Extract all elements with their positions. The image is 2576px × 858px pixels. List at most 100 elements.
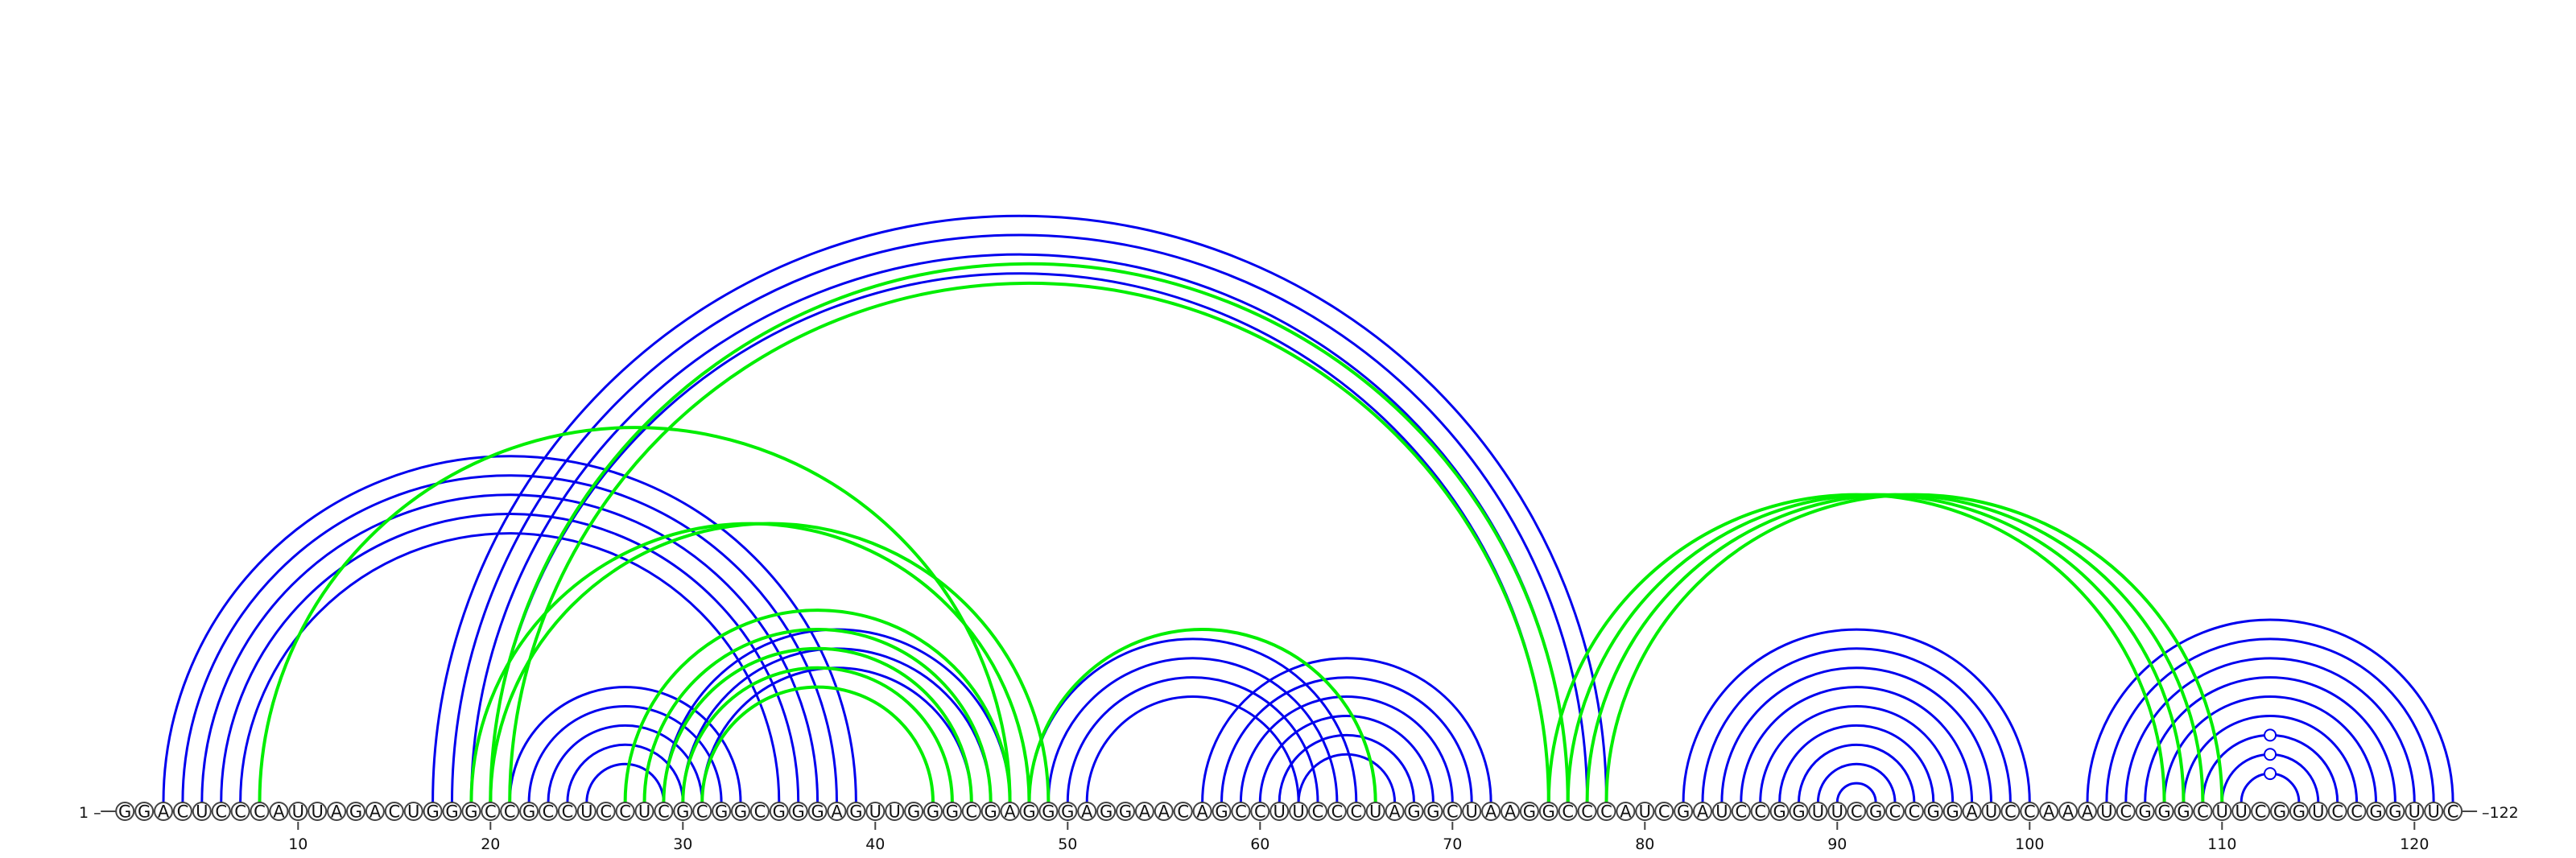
nucleotide-circle (1134, 802, 1154, 821)
nucleotide-circle (211, 802, 231, 821)
gu-pair-marker (2264, 748, 2277, 761)
arc-blue-62-67 (1297, 753, 1397, 803)
nucleotide: U (2424, 802, 2444, 822)
nucleotide: A (365, 802, 385, 822)
nucleotide: C (749, 802, 770, 822)
nucleotide-letter: A (2062, 802, 2074, 822)
arc-blue-60-69 (1258, 714, 1435, 803)
arc-blue-85-97 (1740, 686, 1974, 803)
nucleotide-circle (2154, 802, 2174, 821)
nucleotide-circle (2135, 802, 2155, 821)
nucleotide: C (1577, 802, 1597, 822)
nucleotide-circle (1423, 802, 1443, 821)
nucleotide: G (712, 802, 732, 822)
arc-blue-21-33 (508, 686, 742, 803)
nucleotide: C (1443, 802, 1463, 822)
arc-green-20-49 (489, 522, 1051, 803)
nucleotide-circle (1289, 802, 1309, 821)
arc-green-20-76 (489, 262, 1570, 803)
nucleotide-letter: G (1523, 802, 1536, 822)
nucleotide: U (288, 802, 308, 822)
nucleotide-circle (2231, 802, 2252, 821)
arc-blue-5-37 (200, 493, 819, 803)
nucleotide-letter: G (1100, 802, 1113, 822)
nucleotide: A (2078, 802, 2097, 822)
nucleotide-letter: G (522, 802, 535, 822)
nucleotide-letter: A (1196, 802, 1208, 822)
nucleotide: G (519, 802, 539, 822)
nucleotide-circle (1769, 802, 1790, 821)
nucleotide-letter: C (1177, 802, 1189, 822)
nucleotide-circle (923, 802, 943, 821)
nucleotide: U (2405, 802, 2425, 822)
nucleotide-letter: A (331, 802, 343, 822)
nucleotide-letter: U (1274, 802, 1286, 822)
nucleotide-circle (1116, 802, 1135, 821)
nucleotide-circle (788, 802, 808, 821)
nucleotide-circle (1693, 802, 1712, 821)
nucleotide: C (1654, 802, 1674, 822)
nucleotide-letter: U (292, 802, 304, 822)
nucleotide-letter: C (1350, 802, 1362, 822)
nucleotide-letter: G (2177, 802, 2190, 822)
nucleotide-circle (2039, 802, 2059, 821)
nucleotide-circle (308, 802, 328, 821)
nucleotide: U (2212, 802, 2232, 822)
nucleotide-circle (1365, 802, 1385, 821)
nucleotide: A (2039, 802, 2059, 822)
nucleotide-circle (827, 802, 847, 821)
nucleotide-letter: A (1505, 802, 1517, 822)
nucleotide: U (576, 802, 597, 822)
nucleotide: G (2135, 802, 2155, 822)
nucleotide-letter: G (1119, 802, 1132, 822)
nucleotide-circle (2000, 802, 2021, 821)
nucleotide: G (1404, 802, 1424, 822)
nucleotide-letter: A (1158, 802, 1170, 822)
nucleotide-letter: G (792, 802, 805, 822)
nucleotide-circle (807, 802, 828, 821)
nucleotide: C (692, 802, 712, 822)
nucleotide-circle (942, 802, 962, 821)
nucleotide-circle (1789, 802, 1809, 821)
nucleotide-circle (673, 802, 693, 821)
nucleotide-circle (1616, 802, 1636, 821)
nucleotide-circle (692, 802, 712, 821)
nucleotide-letter: U (2100, 802, 2112, 822)
nucleotide-letter: G (1215, 802, 1228, 822)
nucleotide: A (327, 802, 347, 822)
arc-blue-17-78 (431, 214, 1608, 803)
nucleotide-letter: G (1677, 802, 1690, 822)
nucleotide-letter: C (1235, 802, 1247, 822)
nucleotide-circle (1231, 802, 1251, 821)
base-pair-arcs (162, 214, 2454, 803)
nucleotide: A (1192, 802, 1212, 822)
nucleotide-circle (154, 802, 173, 821)
nucleotide-letter: C (965, 802, 977, 822)
nucleotide-circle (365, 802, 385, 821)
nucleotide-letter: C (1331, 802, 1344, 822)
arc-blue-103-122 (2086, 618, 2454, 803)
nucleotide-circle (2327, 802, 2347, 821)
nucleotide: C (1173, 802, 1193, 822)
nucleotide: C (2347, 802, 2367, 822)
arc-blue-19-76 (469, 253, 1570, 803)
nucleotide-circle (1558, 802, 1578, 821)
nucleotide-circle (1711, 802, 1732, 821)
tick-label: 90 (1827, 835, 1847, 853)
nucleotide-letter: G (2157, 802, 2170, 822)
arc-blue-7-35 (239, 531, 781, 803)
nucleotide-circle (634, 802, 654, 821)
nucleotide-letter: A (1966, 802, 1978, 822)
nucleotide: C (1346, 802, 1366, 822)
nucleotide: G (1923, 802, 1943, 822)
nucleotide-letter: A (369, 802, 382, 822)
nucleotide: G (769, 802, 789, 822)
nucleotide-circle (1827, 802, 1847, 821)
nucleotide: C (250, 802, 270, 822)
nucleotide-letter: C (2197, 802, 2209, 822)
nucleotide: A (2058, 802, 2079, 822)
nucleotide: G (923, 802, 943, 822)
nucleotide: G (673, 802, 693, 822)
nucleotide-letter: C (2255, 802, 2267, 822)
